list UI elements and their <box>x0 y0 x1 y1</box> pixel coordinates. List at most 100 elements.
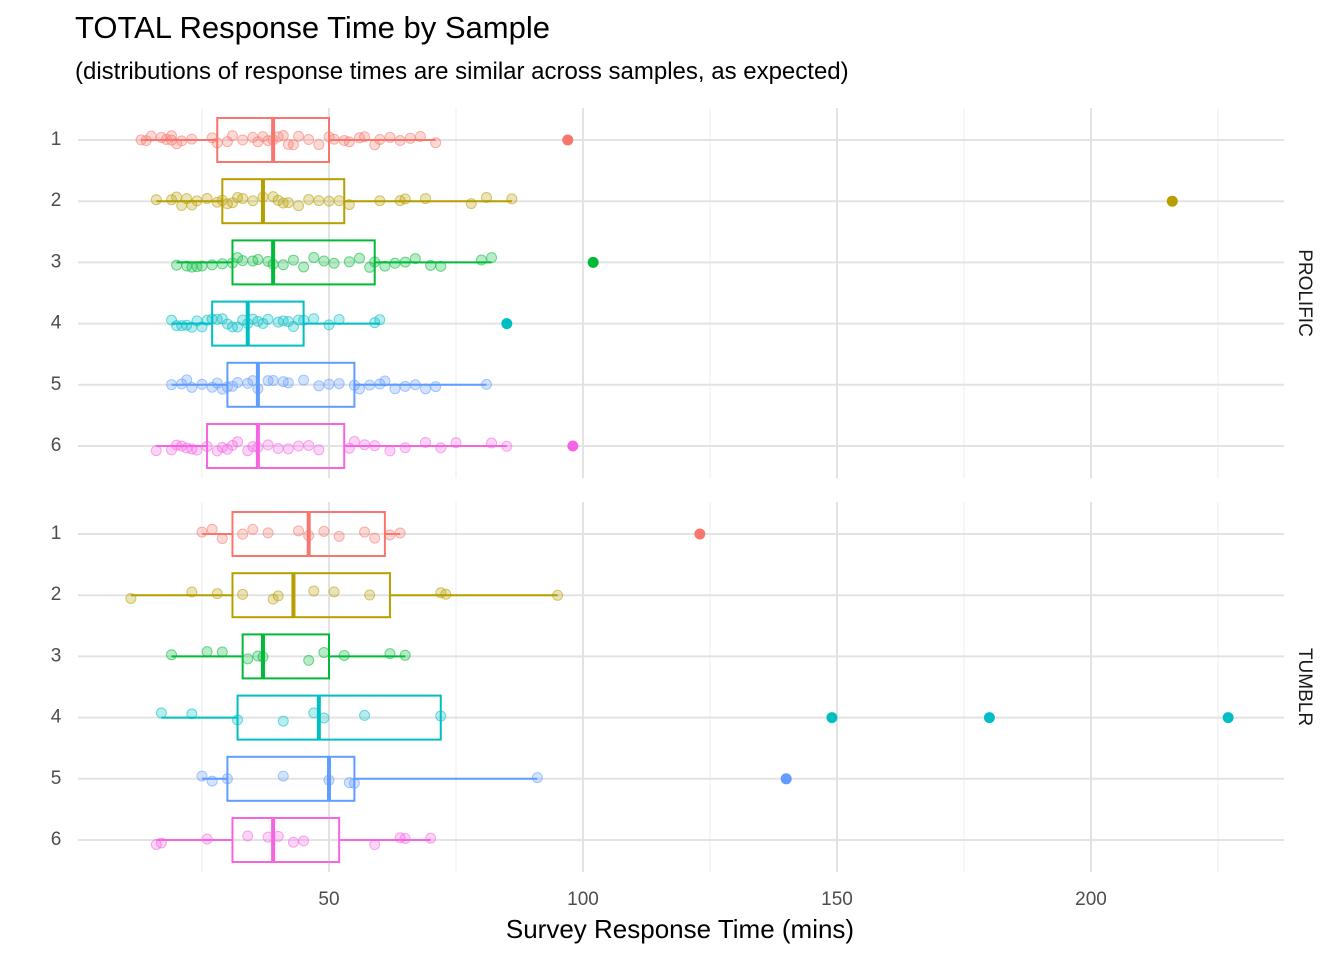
data-point <box>186 708 198 720</box>
data-point <box>531 772 543 784</box>
data-point <box>237 588 249 600</box>
data-point <box>287 836 299 848</box>
data-point <box>399 649 411 661</box>
data-point <box>450 437 462 449</box>
data-point <box>328 586 340 598</box>
data-point <box>282 377 294 389</box>
data-point <box>328 133 340 145</box>
data-point <box>242 377 254 389</box>
data-point <box>359 439 371 451</box>
y-tick-label: 2 <box>51 584 62 605</box>
data-point <box>384 648 396 660</box>
data-point <box>287 254 299 266</box>
outlier-point <box>1222 712 1234 724</box>
data-point <box>420 193 432 205</box>
data-point <box>323 378 335 390</box>
data-point <box>298 261 310 273</box>
data-point <box>242 653 254 665</box>
data-point <box>318 646 330 658</box>
data-point <box>369 256 381 268</box>
data-point <box>257 651 269 663</box>
data-point <box>155 837 167 849</box>
data-point <box>369 440 381 452</box>
data-point <box>384 131 396 143</box>
data-point <box>399 193 411 205</box>
data-point <box>333 378 345 390</box>
data-point <box>552 589 564 601</box>
data-point <box>364 379 376 391</box>
data-point <box>425 259 437 271</box>
y-tick-label: 2 <box>51 190 62 211</box>
facet-label-prolific: PROLIFIC <box>1294 249 1315 337</box>
data-point <box>465 198 477 210</box>
data-point <box>211 137 223 149</box>
data-point <box>237 134 249 146</box>
data-point <box>389 257 401 269</box>
data-point <box>420 437 432 449</box>
data-point <box>303 193 315 205</box>
y-tick-label: 1 <box>51 129 62 150</box>
data-point <box>399 380 411 392</box>
data-point <box>293 525 305 537</box>
data-point <box>247 523 259 535</box>
data-point <box>394 134 406 146</box>
data-point <box>293 200 305 212</box>
data-point <box>374 314 386 326</box>
box <box>206 423 346 469</box>
data-point <box>313 139 325 151</box>
data-point <box>237 255 249 267</box>
data-point <box>196 770 208 782</box>
data-point <box>232 376 244 388</box>
data-point <box>435 260 447 272</box>
data-point <box>353 383 365 395</box>
y-tick-label: 1 <box>51 523 62 544</box>
outlier-point <box>780 773 792 785</box>
data-point <box>506 193 518 205</box>
data-point <box>404 132 416 144</box>
data-point <box>232 714 244 726</box>
data-point <box>226 130 238 142</box>
data-point <box>237 528 249 540</box>
data-point <box>216 646 228 658</box>
data-point <box>328 257 340 269</box>
data-point <box>171 259 183 271</box>
data-point <box>150 445 162 457</box>
data-point <box>247 375 259 387</box>
data-point <box>272 590 284 602</box>
data-point <box>277 130 289 142</box>
data-point <box>206 259 218 271</box>
y-tick-label: 3 <box>51 645 62 666</box>
outlier-point <box>694 528 706 540</box>
data-point <box>272 443 284 455</box>
data-point <box>384 445 396 457</box>
chart-title: TOTAL Response Time by Sample <box>75 10 550 45</box>
data-point <box>384 529 396 541</box>
data-point <box>430 137 442 149</box>
outlier-point <box>983 712 995 724</box>
data-point <box>166 130 178 142</box>
data-point <box>425 832 437 844</box>
box <box>226 755 356 802</box>
data-point <box>125 593 137 605</box>
data-point <box>389 383 401 395</box>
data-point <box>338 649 350 661</box>
data-point <box>196 378 208 390</box>
data-point <box>379 375 391 387</box>
data-point <box>293 130 305 142</box>
data-point <box>252 383 264 395</box>
x-tick-label: 100 <box>567 889 599 910</box>
data-point <box>501 440 513 452</box>
data-point <box>196 260 208 272</box>
facet-label-tumblr: TUMBLR <box>1294 648 1315 726</box>
data-point <box>318 712 330 724</box>
data-point <box>216 258 228 270</box>
data-point <box>399 833 411 845</box>
data-point <box>374 195 386 207</box>
y-tick-label: 4 <box>51 313 62 334</box>
data-point <box>303 654 315 666</box>
y-tick-label: 6 <box>51 435 62 456</box>
data-point <box>298 374 310 386</box>
data-point <box>333 195 345 207</box>
data-point <box>486 437 498 449</box>
data-point <box>475 254 487 266</box>
